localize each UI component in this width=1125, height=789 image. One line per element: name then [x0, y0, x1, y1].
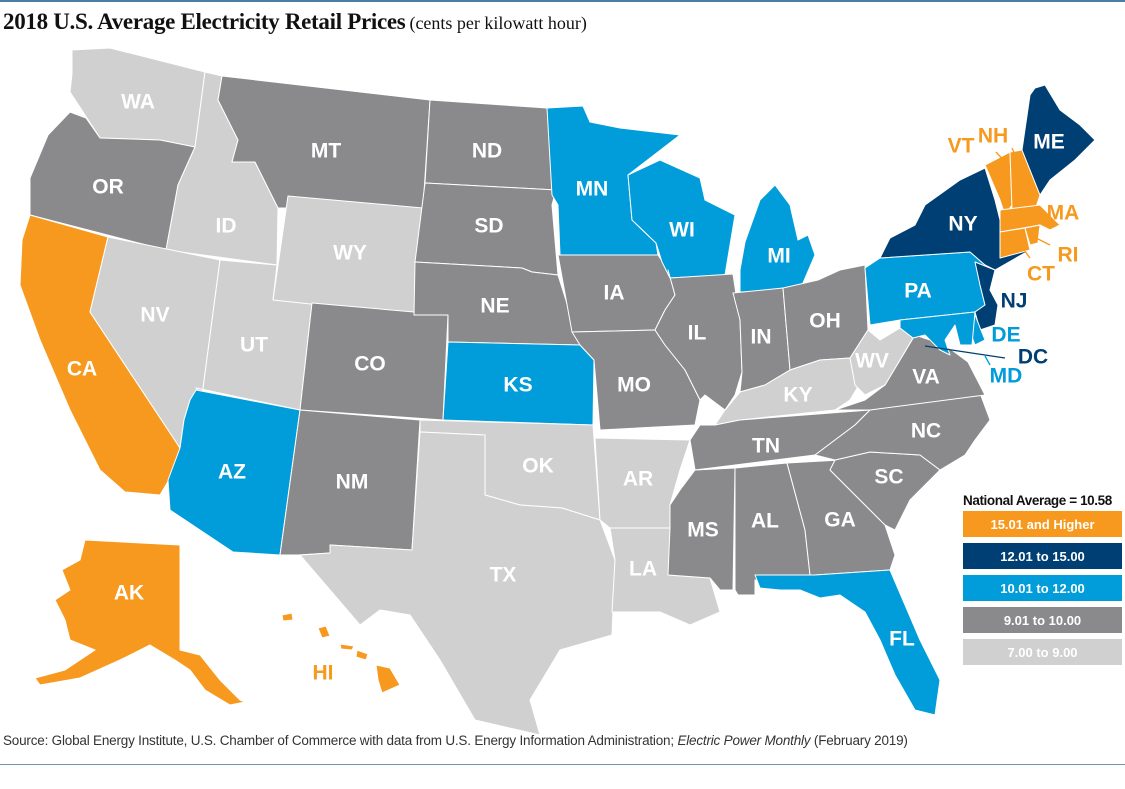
- top-rule: [0, 0, 1125, 2]
- label-VA: VA: [912, 366, 940, 389]
- label-NJ: NJ: [1001, 290, 1028, 313]
- state-TX[interactable]: [299, 431, 616, 736]
- legend-bin-7-9: 7.00 to 9.00: [963, 639, 1122, 665]
- nh-leader-line: [1011, 147, 1017, 158]
- state-KS[interactable]: [442, 341, 595, 426]
- state-HI-5[interactable]: [375, 664, 401, 694]
- label-RI: RI: [1058, 244, 1079, 267]
- md-leader-line: [984, 355, 991, 366]
- legend-bin-15-plus: 15.01 and Higher: [963, 511, 1122, 537]
- label-SD: SD: [474, 215, 503, 238]
- source-suffix: (February 2019): [810, 733, 908, 748]
- state-FL[interactable]: [754, 569, 941, 716]
- state-HI-2[interactable]: [317, 625, 331, 639]
- title-main: 2018 U.S. Average Electricity Retail Pri…: [3, 9, 406, 34]
- label-TX: TX: [490, 564, 517, 587]
- label-ID: ID: [216, 215, 237, 238]
- label-MN: MN: [576, 178, 609, 201]
- state-MS[interactable]: [667, 467, 736, 591]
- chart-title: 2018 U.S. Average Electricity Retail Pri…: [3, 9, 587, 35]
- label-AR: AR: [623, 468, 653, 491]
- label-VT: VT: [948, 135, 975, 158]
- label-ND: ND: [472, 140, 502, 163]
- label-GA: GA: [824, 509, 856, 532]
- ri-leader-line: [1035, 237, 1051, 246]
- label-PA: PA: [904, 280, 932, 303]
- label-AZ: AZ: [218, 461, 246, 484]
- label-OK: OK: [522, 455, 554, 478]
- label-MA: MA: [1047, 202, 1080, 225]
- label-NC: NC: [911, 420, 941, 443]
- state-HI-4[interactable]: [355, 649, 369, 661]
- label-SC: SC: [874, 466, 903, 489]
- state-ME[interactable]: [1021, 84, 1096, 196]
- legend-bin-12-15: 12.01 to 15.00: [963, 543, 1122, 569]
- label-UT: UT: [240, 334, 268, 357]
- vt-leader-line: [995, 151, 1009, 166]
- dc-leader-line: [924, 345, 1006, 359]
- label-OR: OR: [92, 176, 124, 199]
- state-HI-1[interactable]: [281, 612, 294, 622]
- label-FL: FL: [889, 628, 915, 651]
- label-WY: WY: [333, 242, 367, 265]
- bottom-rule: [0, 764, 1125, 765]
- label-MD: MD: [990, 365, 1023, 388]
- label-NM: NM: [336, 471, 369, 494]
- legend-bin-9-10: 9.01 to 10.00: [963, 607, 1122, 633]
- state-MD[interactable]: [899, 311, 976, 356]
- label-NV: NV: [140, 304, 169, 327]
- label-KS: KS: [503, 374, 532, 397]
- label-AL: AL: [751, 510, 779, 533]
- label-NE: NE: [480, 295, 509, 318]
- state-NC[interactable]: [814, 392, 991, 471]
- state-NJ[interactable]: [974, 261, 999, 331]
- label-MS: MS: [687, 519, 719, 542]
- label-DC: DC: [1018, 346, 1048, 369]
- title-units: (cents per kilowatt hour): [409, 13, 587, 33]
- label-WV: WV: [855, 350, 889, 373]
- label-LA: LA: [629, 558, 657, 581]
- label-OH: OH: [809, 310, 841, 333]
- label-MO: MO: [617, 374, 651, 397]
- ct-leader-line: [1023, 249, 1031, 259]
- label-WI: WI: [669, 219, 695, 242]
- legend-bin-10-12: 10.01 to 12.00: [963, 575, 1122, 601]
- label-HI: HI: [313, 662, 334, 685]
- label-AK: AK: [114, 582, 144, 605]
- label-CO: CO: [354, 353, 386, 376]
- source-note: Source: Global Energy Institute, U.S. Ch…: [3, 733, 908, 748]
- state-NH[interactable]: [1009, 149, 1041, 211]
- label-NY: NY: [948, 213, 977, 236]
- state-WV[interactable]: [849, 327, 914, 396]
- source-prefix: Source: Global Energy Institute, U.S. Ch…: [3, 733, 678, 748]
- legend: National Average = 10.58 15.01 and Highe…: [963, 493, 1123, 671]
- national-average: National Average = 10.58: [963, 493, 1112, 508]
- state-MI[interactable]: [739, 184, 816, 293]
- label-CT: CT: [1027, 263, 1055, 286]
- label-CA: CA: [67, 358, 97, 381]
- state-AK[interactable]: [34, 539, 246, 706]
- label-TN: TN: [752, 435, 780, 458]
- label-WA: WA: [121, 91, 155, 114]
- source-publication: Electric Power Monthly: [677, 733, 811, 748]
- label-ME: ME: [1033, 131, 1065, 154]
- state-HI-3[interactable]: [339, 643, 355, 651]
- label-NH: NH: [978, 125, 1008, 148]
- label-IA: IA: [604, 282, 625, 305]
- label-MI: MI: [767, 245, 790, 268]
- label-MT: MT: [311, 140, 341, 163]
- state-RI[interactable]: [1024, 224, 1041, 246]
- state-CT[interactable]: [999, 227, 1031, 259]
- label-IL: IL: [688, 322, 707, 345]
- label-IN: IN: [751, 326, 772, 349]
- label-KY: KY: [783, 384, 812, 407]
- label-DE: DE: [991, 324, 1020, 347]
